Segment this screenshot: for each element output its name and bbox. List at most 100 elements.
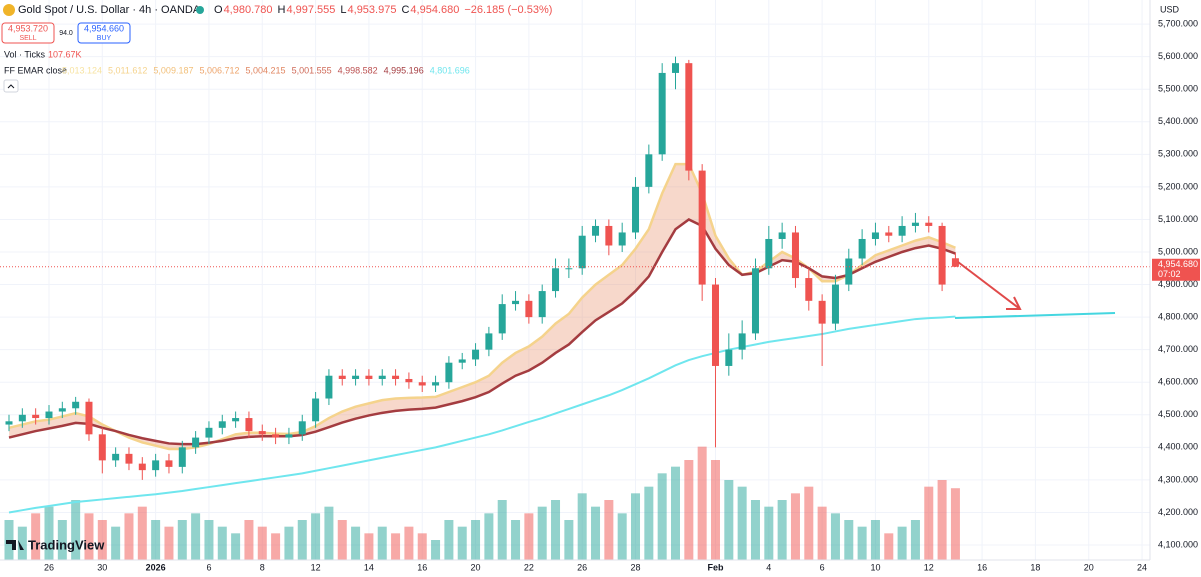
candle-body bbox=[765, 238, 773, 269]
candle-body bbox=[698, 170, 706, 285]
candle-body bbox=[498, 304, 506, 334]
projection-line bbox=[954, 312, 1116, 319]
candle-body bbox=[885, 232, 893, 236]
volume-bar bbox=[591, 506, 601, 560]
volume-bar bbox=[217, 526, 227, 560]
candle-body bbox=[472, 349, 480, 360]
candle-body bbox=[312, 398, 320, 422]
candle-body bbox=[618, 232, 626, 246]
volume-bar bbox=[364, 533, 374, 560]
y-tick-label: 5,500.000 bbox=[1158, 84, 1198, 94]
volume-bar bbox=[324, 506, 334, 560]
volume-bar bbox=[351, 526, 361, 560]
y-tick-label: 5,700.000 bbox=[1158, 18, 1198, 28]
candle-body bbox=[5, 421, 13, 425]
candle-body bbox=[645, 154, 653, 187]
volume-bar bbox=[177, 520, 187, 560]
ohlc-item: 4,953.975 bbox=[348, 4, 397, 16]
candle-body bbox=[685, 63, 693, 171]
volume-bar bbox=[337, 520, 347, 560]
time-axis bbox=[0, 560, 1201, 577]
volume-bar bbox=[617, 513, 627, 560]
ema-value: 4,995.196 bbox=[384, 65, 424, 75]
volume-bar bbox=[84, 513, 94, 560]
volume-bar bbox=[164, 526, 174, 560]
volume-bar bbox=[737, 486, 747, 560]
x-tick-label: 26 bbox=[44, 562, 54, 572]
y-tick-label: 4,200.000 bbox=[1158, 507, 1198, 517]
candle-body bbox=[365, 375, 373, 379]
volume-bar bbox=[151, 520, 161, 560]
volume-bar bbox=[671, 466, 680, 560]
candle-body bbox=[405, 378, 413, 383]
candle-body bbox=[791, 232, 799, 279]
candle-body bbox=[218, 421, 226, 428]
price-axis bbox=[1150, 0, 1201, 577]
candle-body bbox=[45, 411, 53, 419]
candle-body bbox=[805, 278, 813, 301]
volume-bar bbox=[844, 520, 854, 560]
ohlc-item: 4,980.780 bbox=[224, 4, 273, 16]
brand-logo bbox=[6, 540, 24, 550]
y-tick-label: 4,400.000 bbox=[1158, 442, 1198, 452]
candle-body bbox=[72, 401, 80, 409]
candle-body bbox=[672, 63, 679, 73]
x-tick-label: 24 bbox=[1137, 562, 1147, 572]
candle-body bbox=[192, 437, 200, 448]
candle-body bbox=[552, 268, 560, 292]
x-tick-label: 20 bbox=[471, 562, 481, 572]
ema-line bbox=[8, 315, 956, 514]
candle-body bbox=[32, 414, 40, 419]
y-tick-label: 5,600.000 bbox=[1158, 51, 1198, 61]
volume-bar bbox=[124, 513, 134, 560]
candle-body bbox=[538, 291, 546, 318]
ema-title: FF EMAR close bbox=[4, 65, 67, 75]
candle-body bbox=[858, 238, 866, 259]
volume-bar bbox=[431, 540, 441, 560]
ohlc-item: 4,954.680 bbox=[410, 4, 459, 16]
candle-body bbox=[432, 382, 440, 386]
volume-bar bbox=[377, 526, 387, 560]
volume-bar bbox=[71, 500, 81, 560]
ema-value: 5,011.612 bbox=[108, 65, 147, 75]
volume-bar bbox=[17, 526, 27, 560]
volume-bar bbox=[564, 520, 574, 560]
volume-bar bbox=[44, 506, 54, 560]
y-tick-label: 4,600.000 bbox=[1158, 377, 1198, 387]
collapse-button[interactable] bbox=[3, 79, 19, 93]
chart-title: Gold Spot / U.S. Dollar · 4h · OANDA bbox=[18, 4, 201, 16]
candle-body bbox=[565, 268, 573, 270]
volume-bar bbox=[97, 520, 107, 560]
last-price-label: 4,954.680 bbox=[1158, 259, 1198, 269]
x-tick-label: 2026 bbox=[146, 562, 166, 572]
candle-body bbox=[325, 375, 333, 399]
volume-bar bbox=[884, 533, 894, 560]
candle-body bbox=[711, 284, 719, 366]
candle-body bbox=[725, 349, 733, 366]
volume-bar bbox=[551, 500, 561, 560]
volume-bar bbox=[404, 526, 414, 560]
sell-button[interactable] bbox=[1, 22, 55, 44]
ema-value: 5,006.712 bbox=[199, 65, 239, 75]
y-tick-label: 4,800.000 bbox=[1158, 311, 1198, 321]
brand: TradingView bbox=[28, 537, 105, 552]
last-price-tag bbox=[1152, 258, 1200, 281]
volume-bar bbox=[297, 520, 307, 560]
y-tick-label: 4,300.000 bbox=[1158, 474, 1198, 484]
volume-bar bbox=[511, 520, 521, 560]
x-tick-label: 30 bbox=[97, 562, 107, 572]
candle-body bbox=[98, 434, 106, 461]
volume-bar bbox=[471, 520, 481, 560]
candle-body bbox=[911, 222, 919, 226]
y-tick-label: 5,200.000 bbox=[1158, 181, 1198, 191]
buy-button[interactable] bbox=[77, 22, 131, 44]
volume-last: 107.67K bbox=[48, 49, 82, 59]
candle-body bbox=[85, 401, 93, 435]
volume-bar bbox=[271, 533, 281, 560]
candles bbox=[0, 56, 1150, 480]
volume-bar bbox=[31, 513, 41, 560]
candle-body bbox=[938, 225, 946, 285]
candle-body bbox=[165, 460, 173, 467]
candle-body bbox=[205, 427, 213, 438]
